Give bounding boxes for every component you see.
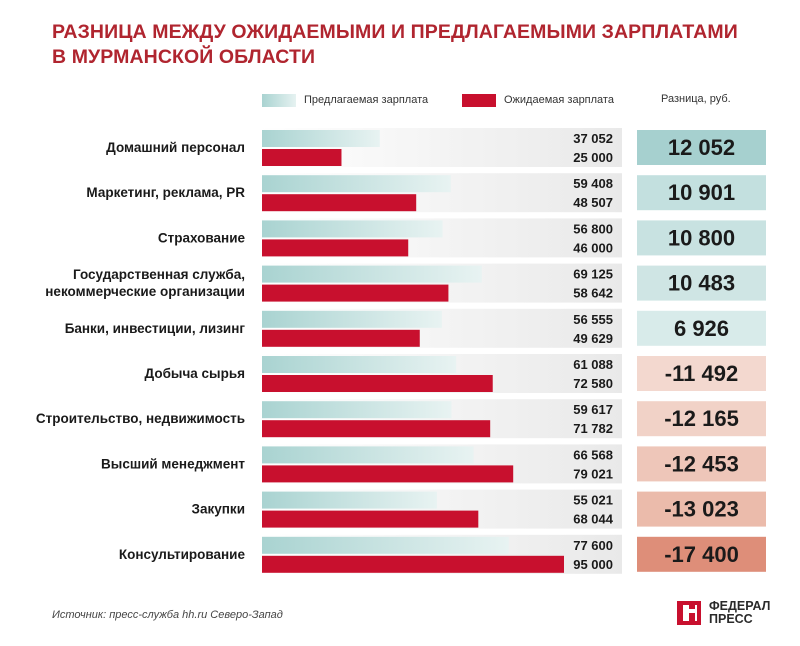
difference-label: -17 400: [664, 542, 739, 567]
bar-expected: [262, 375, 493, 392]
difference-header: Разница, руб.: [661, 93, 731, 105]
difference-box: [637, 220, 766, 256]
difference-label: -12 453: [664, 451, 739, 476]
title-line-2: в Мурманской области: [52, 46, 316, 68]
bar-offered: [262, 356, 457, 373]
legend-expected-swatch: [462, 93, 496, 107]
bar-offered: [262, 446, 474, 464]
category-label: Закупки: [192, 502, 245, 517]
difference-label: 6 926: [674, 316, 729, 341]
value-label-offered: 56 555: [573, 312, 613, 327]
value-label-expected: 71 782: [573, 421, 613, 436]
value-label-offered: 55 021: [573, 493, 613, 508]
bar-expected: [262, 194, 417, 212]
category-label: Страхование: [158, 230, 246, 245]
value-label-offered: 61 088: [573, 357, 613, 372]
value-label-expected: 25 000: [573, 150, 613, 165]
value-label-expected: 58 642: [573, 286, 613, 301]
category-label: Маркетинг, реклама, PR: [86, 185, 245, 200]
legend-offered-swatch: [262, 93, 296, 107]
federalpress-logo-icon: [677, 601, 701, 625]
bar-expected: [262, 555, 564, 573]
bar-offered: [262, 265, 482, 283]
bar-offered: [262, 536, 509, 554]
value-label-offered: 37 052: [573, 131, 613, 146]
difference-box: [637, 401, 766, 437]
difference-box: [637, 265, 766, 301]
federalpress-logo: ФЕДЕРАЛ ПРЕСС: [675, 599, 770, 627]
value-label-offered: 66 568: [573, 447, 613, 462]
source-note: Источник: пресс-служба hh.ru Северо-Запа…: [52, 609, 283, 621]
bar-expected: [262, 329, 420, 347]
bar-expected: [262, 284, 449, 302]
federalpress-logo-text: ФЕДЕРАЛ ПРЕСС: [709, 600, 770, 626]
value-label-expected: 79 021: [573, 466, 613, 481]
logo-line-2: ПРЕСС: [709, 612, 753, 626]
value-label-offered: 59 408: [573, 176, 613, 191]
category-label: Высший менеджмент: [101, 456, 245, 471]
difference-box: [637, 356, 766, 391]
value-label-expected: 95 000: [573, 557, 613, 572]
difference-label: 10 483: [668, 271, 735, 296]
bar-expected: [262, 465, 514, 483]
title-line-1: Разница между ожидаемыми и предлагаемыми…: [52, 21, 738, 43]
value-label-offered: 56 800: [573, 221, 613, 236]
difference-label: -11 492: [665, 361, 738, 386]
bar-offered: [262, 130, 380, 147]
bar-expected: [262, 420, 491, 438]
value-label-offered: 77 600: [573, 538, 613, 553]
difference-label: -12 165: [664, 406, 739, 431]
legend-expected-label: Ожидаемая зарплата: [504, 94, 614, 106]
bar-offered: [262, 310, 442, 328]
category-label: Строительство, недвижимость: [36, 411, 245, 426]
chart-title: Разница между ожидаемыми и предлагаемыми…: [52, 20, 738, 70]
category-label: Банки, инвестиции, лизинг: [65, 321, 246, 336]
difference-box: [637, 175, 766, 211]
bar-offered: [262, 175, 451, 193]
category-label: Консультирование: [119, 547, 246, 562]
value-label-offered: 59 617: [573, 402, 613, 417]
bar-expected: [262, 149, 342, 166]
difference-label: -13 023: [664, 497, 739, 522]
bar-offered: [262, 401, 452, 419]
category-label: Государственная служба, некоммерческие ор…: [45, 267, 245, 299]
difference-label: 10 901: [668, 180, 735, 205]
category-label: Добыча сырья: [145, 366, 245, 381]
legend-expected: Ожидаемая зарплата: [462, 93, 614, 107]
difference-label: 10 800: [668, 225, 735, 250]
value-label-expected: 72 580: [573, 376, 613, 391]
difference-box: [637, 536, 766, 572]
value-label-expected: 49 629: [573, 331, 613, 346]
difference-box: [637, 130, 766, 165]
difference-box: [637, 446, 766, 482]
difference-box: [637, 491, 766, 527]
value-label-expected: 68 044: [573, 512, 614, 527]
difference-box: [637, 310, 766, 346]
value-label-expected: 48 507: [573, 195, 613, 210]
value-label-expected: 46 000: [573, 240, 613, 255]
bar-offered: [262, 220, 443, 238]
logo-line-1: ФЕДЕРАЛ: [709, 599, 771, 613]
bar-offered: [262, 491, 437, 509]
value-label-offered: 69 125: [573, 267, 613, 282]
bar-expected: [262, 510, 479, 528]
legend-offered-label: Предлагаемая зарплата: [304, 94, 429, 106]
legend-offered: Предлагаемая зарплата: [262, 93, 428, 107]
bar-expected: [262, 239, 409, 257]
difference-label: 12 052: [668, 135, 735, 160]
category-label: Домашний персонал: [106, 140, 245, 155]
